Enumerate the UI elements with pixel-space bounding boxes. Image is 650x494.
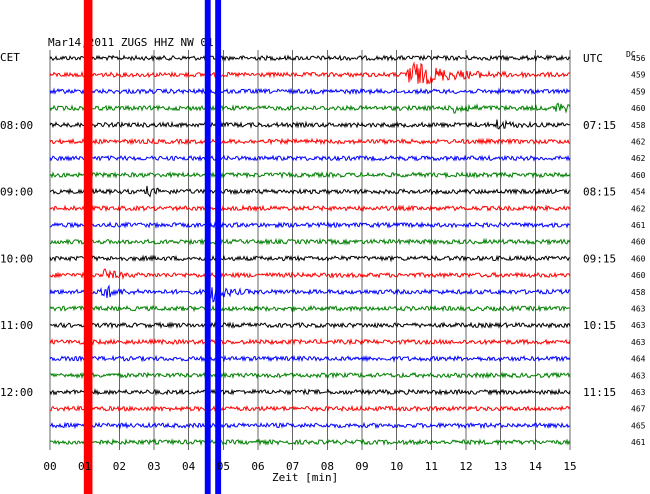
chart-title: Mar14,2011 ZUGS HHZ NW 01 — [48, 36, 214, 49]
trace-22 — [49, 421, 571, 430]
dc-value: 462 — [631, 154, 646, 163]
x-tick-label: 09 — [355, 460, 368, 473]
x-tick-label: 00 — [43, 460, 56, 473]
right-time-label: UTC — [583, 52, 603, 65]
trace-21 — [49, 404, 571, 413]
x-tick-label: 01 — [78, 460, 91, 473]
traces — [49, 54, 571, 447]
trace-8 — [49, 185, 571, 198]
x-tick-label: 05 — [217, 460, 230, 473]
x-ticks: 00 01 02 03 04 05 06 07 08 09 10 11 12 13 14 15 — [43, 460, 576, 473]
dc-value: 463 — [631, 371, 646, 380]
vertical-bar-2 — [215, 0, 222, 494]
x-tick-label: 08 — [321, 460, 334, 473]
left-time-label: 12:00 — [0, 386, 33, 399]
right-time-label: 10:15 — [583, 319, 616, 332]
trace-23 — [49, 438, 571, 447]
grid — [49, 50, 571, 450]
x-tick-label: 04 — [182, 460, 196, 473]
trace-14 — [49, 280, 571, 303]
dc-value: 463 — [631, 305, 646, 314]
dc-value: 462 — [631, 204, 646, 213]
trace-2 — [49, 87, 571, 96]
x-axis-label: Zeit [min] — [272, 471, 338, 484]
x-tick-label: 13 — [494, 460, 507, 473]
x-tick-label: 07 — [286, 460, 299, 473]
trace-18 — [49, 354, 571, 363]
dc-value: 461 — [631, 221, 646, 230]
dc-value: 460 — [631, 104, 646, 113]
trace-19 — [49, 371, 571, 380]
left-time-label: 10:00 — [0, 252, 33, 265]
dc-value: 465 — [631, 421, 646, 430]
x-tick-label: 10 — [390, 460, 403, 473]
trace-13 — [49, 268, 571, 281]
right-time-label: 09:15 — [583, 252, 616, 265]
trace-4 — [49, 119, 571, 130]
x-tick-label: 15 — [563, 460, 576, 473]
x-tick-label: 12 — [459, 460, 472, 473]
vertical-bars — [83, 0, 222, 494]
x-tick-label: 14 — [529, 460, 543, 473]
right-time-label: 07:15 — [583, 119, 616, 132]
dc-value: 462 — [631, 138, 646, 147]
row-labels: 08:00 09:00 10:00 11:00 12:00 UTC 07:15 08:15 09… — [0, 52, 646, 447]
trace-9 — [49, 204, 571, 213]
right-time-label: 11:15 — [583, 386, 616, 399]
trace-7 — [49, 170, 571, 179]
dc-value: 459 — [631, 71, 646, 80]
trace-10 — [50, 221, 571, 230]
dc-value: 463 — [631, 388, 646, 397]
trace-0 — [49, 54, 571, 62]
trace-11 — [49, 237, 571, 246]
dc-value: 458 — [631, 121, 646, 130]
dc-value: 459 — [631, 87, 646, 96]
vertical-bar-0 — [83, 0, 93, 494]
dc-value: 460 — [631, 254, 646, 263]
trace-1 — [49, 61, 571, 85]
dc-value: 464 — [631, 355, 646, 364]
dc-value: 458 — [631, 288, 646, 297]
dc-value: 467 — [631, 405, 646, 414]
x-tick-label: 11 — [425, 460, 438, 473]
trace-5 — [49, 137, 571, 146]
dc-value: 454 — [631, 188, 646, 197]
trace-15 — [49, 304, 571, 313]
vertical-bar-1 — [204, 0, 211, 494]
right-time-label: 08:15 — [583, 186, 616, 199]
dc-value: 456 — [631, 54, 646, 63]
trace-20 — [49, 387, 571, 396]
trace-3 — [49, 102, 571, 114]
dc-value: 460 — [631, 238, 646, 247]
left-time-label: 09:00 — [0, 186, 33, 199]
dc-label: DC — [626, 50, 636, 59]
trace-6 — [49, 154, 571, 163]
x-tick-label: 02 — [113, 460, 126, 473]
dc-value: 461 — [631, 438, 646, 447]
left-time-label: 11:00 — [0, 319, 33, 332]
dc-value: 460 — [631, 271, 646, 280]
left-axis-label: CET — [0, 51, 20, 64]
dc-value: 460 — [631, 171, 646, 180]
x-tick-label: 03 — [147, 460, 160, 473]
dc-value: 463 — [631, 338, 646, 347]
left-time-label: 08:00 — [0, 119, 33, 132]
trace-17 — [49, 337, 571, 346]
trace-12 — [49, 254, 571, 263]
x-tick-label: 06 — [251, 460, 264, 473]
dc-value: 463 — [631, 321, 646, 330]
trace-16 — [49, 321, 571, 330]
